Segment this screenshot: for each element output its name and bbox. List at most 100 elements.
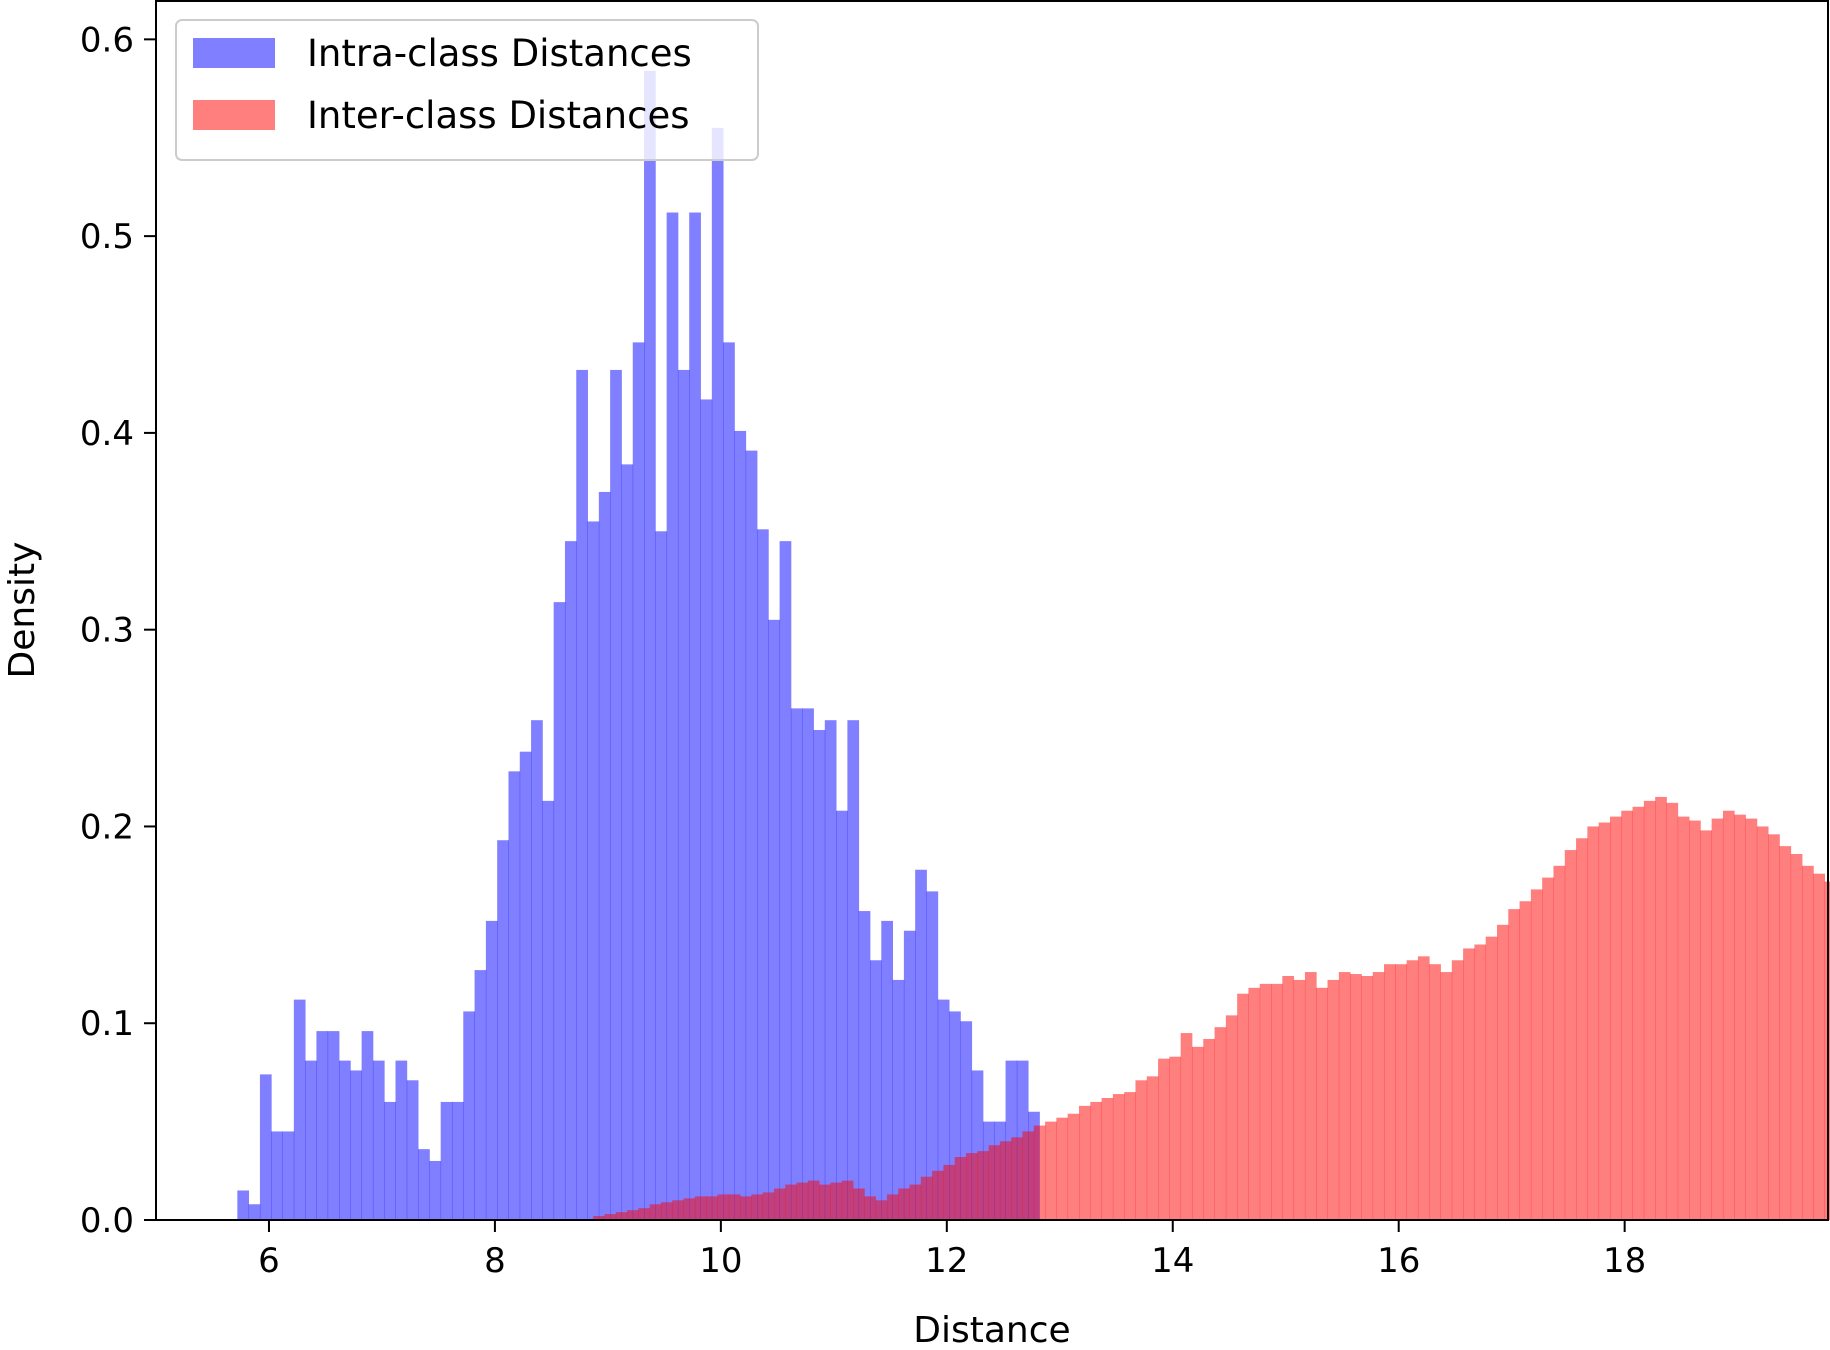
legend-swatch-inter [193, 100, 275, 130]
histogram-bar [1282, 976, 1295, 1220]
histogram-bar [757, 529, 769, 1220]
legend-box [175, 19, 759, 161]
histogram-bar [1090, 1101, 1102, 1220]
histogram-bar [1700, 830, 1713, 1220]
histogram-bar [1711, 818, 1724, 1220]
histogram-bar [966, 1153, 978, 1220]
x-tick-label: 6 [258, 1241, 280, 1281]
histogram-bar [1011, 1137, 1023, 1220]
histogram-bar [587, 521, 600, 1220]
bars-layer [237, 70, 1830, 1221]
histogram-bar [339, 1060, 351, 1220]
histogram-bar [1214, 1027, 1227, 1220]
histogram-bar [1350, 974, 1362, 1220]
histogram-bar [248, 1204, 261, 1220]
histogram-bar [1553, 865, 1566, 1220]
histogram-bar [768, 619, 781, 1220]
histogram-bar [1564, 850, 1577, 1220]
histogram-bar [1756, 826, 1769, 1220]
histogram-bar [824, 720, 837, 1220]
histogram-bar [1135, 1080, 1148, 1220]
histogram-bar [1530, 889, 1543, 1220]
histogram-bar [1316, 987, 1328, 1220]
histogram-bar [1191, 1046, 1204, 1220]
legend-label-intra: Intra-class Distances [307, 32, 692, 75]
histogram-bar [836, 810, 848, 1220]
histogram-bar [1395, 964, 1408, 1220]
histogram-bar [1225, 1015, 1238, 1220]
histogram-bar [1542, 877, 1554, 1220]
histogram-bar [1067, 1113, 1080, 1220]
histogram-bar [632, 342, 645, 1220]
histogram-bar [621, 464, 634, 1220]
histogram-bar [1802, 865, 1814, 1220]
histogram-bar [717, 1194, 730, 1220]
x-tick-label: 16 [1377, 1241, 1420, 1281]
histogram-bar [988, 1145, 1001, 1220]
histogram-bar [1033, 1125, 1046, 1220]
histogram-bar [497, 840, 509, 1220]
y-tick-label: 0.6 [80, 20, 134, 60]
x-tick-label: 14 [1151, 1241, 1194, 1281]
histogram-bar [909, 1184, 922, 1220]
histogram-bar [779, 541, 792, 1220]
legend-label-inter: Inter-class Distances [307, 94, 690, 137]
histogram-bar [1429, 964, 1441, 1220]
histogram-bar [869, 960, 882, 1220]
histogram-bar [531, 720, 543, 1220]
histogram-bar [1203, 1038, 1215, 1220]
histogram-bar [694, 1196, 707, 1220]
histogram-bar [1169, 1056, 1182, 1220]
x-tick-label: 8 [484, 1241, 506, 1281]
histogram-bar [672, 1200, 684, 1220]
histogram-bar [553, 602, 566, 1220]
histogram-bar [807, 1180, 820, 1220]
histogram-bar [881, 920, 893, 1220]
histogram-bar [864, 1196, 877, 1220]
histogram-bar [1361, 976, 1374, 1220]
x-tick-label: 12 [925, 1241, 968, 1281]
histogram-bar [1463, 948, 1475, 1220]
histogram-bar [841, 1180, 854, 1220]
histogram-bar [819, 1184, 831, 1220]
y-tick-label: 0.3 [80, 611, 134, 651]
histogram-bar [1338, 972, 1351, 1220]
histogram-bar [920, 1176, 933, 1220]
histogram-bar [683, 1198, 696, 1220]
histogram-bar [237, 1190, 250, 1220]
axes-frame [155, 0, 1829, 1221]
x-axis-ticks: 6 8 10 12 14 16 18 [258, 1220, 1646, 1281]
histogram-bar [802, 708, 814, 1220]
histogram-bar [1248, 987, 1261, 1220]
histogram-bar [474, 970, 487, 1220]
histogram-bar [999, 1141, 1012, 1220]
histogram-bar [1124, 1092, 1136, 1220]
y-tick-label: 0.0 [80, 1201, 134, 1241]
histogram-bar [1508, 909, 1520, 1220]
histogram-bar [875, 1200, 888, 1220]
histogram-bar [1609, 816, 1622, 1220]
histogram-bar [1643, 800, 1656, 1220]
histogram-bar [350, 1070, 363, 1220]
histogram-bar [627, 1210, 639, 1220]
histogram-bar [740, 1196, 752, 1220]
histogram-bar [429, 1160, 442, 1220]
histogram-bar [1576, 838, 1588, 1220]
histogram-bar [847, 720, 860, 1220]
histogram-bar [282, 1131, 295, 1220]
histogram-bar [655, 531, 668, 1220]
histogram-bar [610, 369, 622, 1220]
histogram-bar [1790, 854, 1803, 1220]
y-tick-label: 0.2 [80, 807, 134, 847]
y-axis-label: Density [2, 542, 43, 679]
histogram-bar [723, 342, 735, 1220]
histogram-bar [406, 1080, 419, 1220]
histogram-bar [960, 1021, 973, 1220]
histogram-bar [1372, 972, 1385, 1220]
histogram-bar [706, 1196, 718, 1220]
histogram-bar [451, 1101, 464, 1220]
histogram-bar [418, 1149, 430, 1220]
histogram-bar [796, 1182, 809, 1220]
histogram-bar [1158, 1058, 1170, 1220]
histogram-bar [971, 1070, 984, 1220]
